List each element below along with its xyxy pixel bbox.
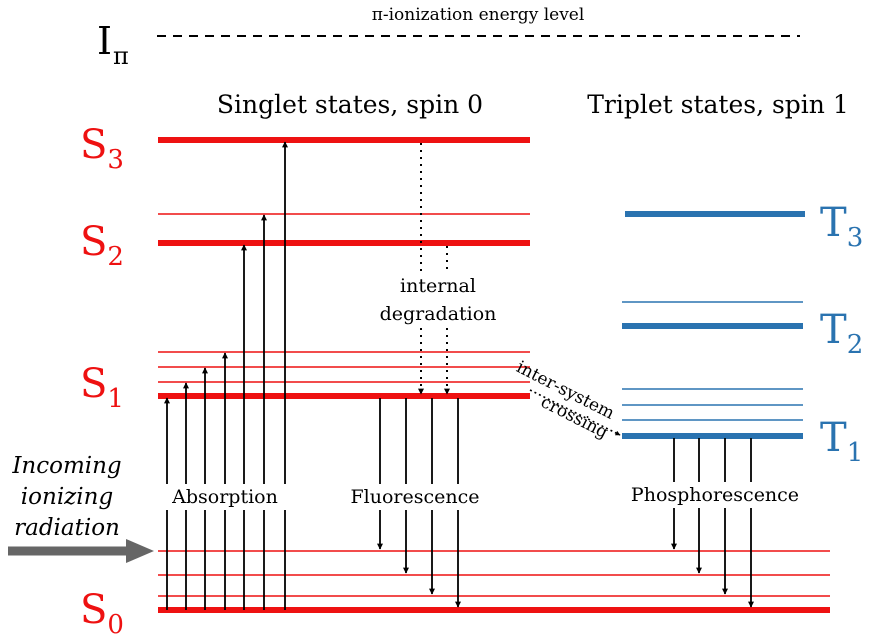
fluorescence-label: Fluorescence	[350, 486, 479, 508]
incoming-radiation: Incoming ionizing radiation	[8, 453, 154, 563]
singlet-sublevels	[158, 213, 830, 597]
phosphorescence-label: Phosphorescence	[631, 484, 799, 506]
incoming-label-line1: Incoming	[11, 453, 121, 479]
t3-label: T3	[820, 200, 863, 253]
absorption-arrows	[164, 141, 288, 610]
phosphorescence-arrows	[671, 438, 754, 608]
absorption-label: Absorption	[171, 486, 278, 508]
singlet-labels: S3 S2 S1 S0	[80, 122, 124, 637]
phosphorescence-label-bg	[620, 482, 810, 508]
t1-label: T1	[820, 415, 863, 468]
singlet-header: Singlet states, spin 0	[217, 90, 483, 119]
ionization-level: Iπ π-ionization energy level	[97, 5, 800, 70]
s2-label: S2	[80, 219, 124, 272]
fluorescence-label-bg	[343, 484, 488, 510]
s1-label: S1	[80, 361, 124, 414]
inter-system-crossing-arrow	[529, 389, 621, 436]
internal-label-line2: degradation	[380, 303, 497, 325]
singlet-levels	[158, 137, 830, 613]
ionization-symbol: Iπ	[97, 19, 129, 70]
s3-label: S3	[80, 122, 124, 175]
triplet-header: Triplet states, spin 1	[587, 90, 849, 119]
incoming-arrow-head	[126, 539, 154, 563]
incoming-label-line3: radiation	[14, 515, 120, 541]
absorption-label-bg	[163, 484, 287, 510]
t2-label: T2	[820, 307, 863, 360]
triplet-levels	[622, 211, 805, 439]
triplet-labels: T3 T2 T1	[820, 200, 863, 468]
incoming-label-line2: ionizing	[21, 484, 113, 510]
internal-degradation-arrows	[418, 143, 450, 395]
s0-label: S0	[80, 587, 124, 637]
ionization-caption: π-ionization energy level	[372, 5, 585, 25]
internal-label-line1: internal	[400, 275, 476, 297]
